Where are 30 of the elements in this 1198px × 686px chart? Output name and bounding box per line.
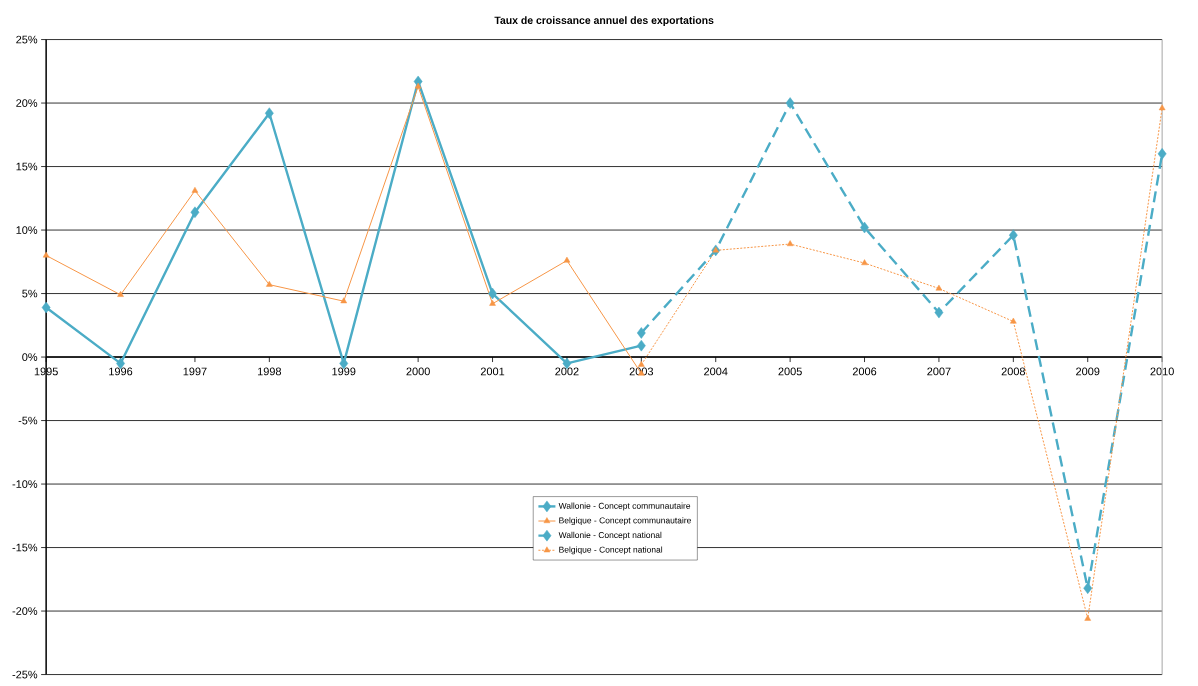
y-tick-label: 25% <box>16 35 38 44</box>
chart-title: Taux de croissance annuel des exportations <box>494 16 714 27</box>
legend-label: Belgique - Concept national <box>559 546 663 555</box>
x-tick-label: 1996 <box>109 367 133 376</box>
x-tick-label: 1997 <box>183 367 207 376</box>
y-tick-label: -10% <box>12 480 38 488</box>
legend-label: Wallonie - Concept communautaire <box>558 502 691 511</box>
x-tick-label: 2000 <box>406 367 430 376</box>
x-tick-label: 2009 <box>1076 367 1100 376</box>
x-tick-label: 2004 <box>704 367 728 376</box>
y-tick-label: 15% <box>16 162 38 171</box>
x-tick-label: 2007 <box>927 367 951 376</box>
x-tick-label: 2005 <box>778 367 802 376</box>
x-tick-label: 1999 <box>332 367 356 376</box>
y-tick-label: -25% <box>12 670 38 679</box>
x-tick-label: 2006 <box>852 367 877 376</box>
x-tick-label: 2001 <box>480 367 505 376</box>
x-tick-label: 2010 <box>1150 367 1174 376</box>
x-tick-label: 2008 <box>1001 367 1026 376</box>
y-tick-label: 20% <box>16 99 38 107</box>
legend-label: Belgique - Concept communautaire <box>559 517 691 526</box>
x-tick-label: 1998 <box>257 367 282 376</box>
legend-label: Wallonie - Concept national <box>558 531 662 540</box>
x-tick-label: 2002 <box>555 367 579 376</box>
y-tick-label: -5% <box>18 416 38 425</box>
y-tick-label: 5% <box>22 289 38 298</box>
y-tick-label: -15% <box>12 543 38 552</box>
y-tick-label: -20% <box>12 607 38 615</box>
y-tick-label: 10% <box>16 226 38 234</box>
y-tick-label: 0% <box>22 353 38 361</box>
